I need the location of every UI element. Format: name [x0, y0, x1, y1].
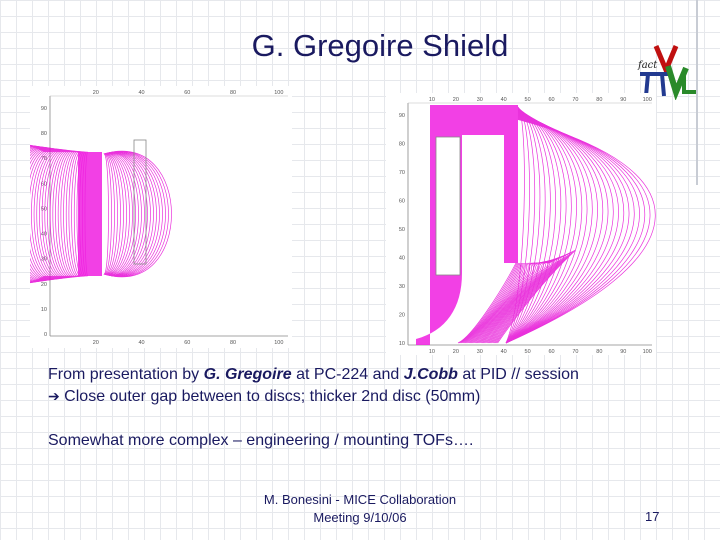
y-tick-label: 10 [399, 341, 405, 347]
x-tick-label-bottom: 60 [548, 349, 554, 355]
caption-suffix: at PID // session [457, 366, 579, 383]
x-tick-label-top: 30 [477, 97, 483, 103]
disc-2-left [133, 139, 147, 265]
x-tick-label-top: 100 [274, 90, 283, 96]
footer-collaboration: M. Bonesini - MICE Collaboration [263, 492, 457, 507]
slide-footer: M. Bonesini - MICE Collaboration Meeting… [250, 491, 470, 527]
disc-1-left [78, 152, 102, 276]
x-tick-label-bottom: 10 [429, 349, 435, 355]
arrow-icon: ➔ [48, 388, 60, 404]
x-tick-label-top: 40 [138, 90, 144, 96]
field-map-left: 20 40 60 80 100 20 40 60 80 100 90 80 70 60 50 40 30 20 10… [30, 86, 292, 348]
caption-author-gregoire: G. Gregoire [203, 366, 292, 383]
y-tick-label: 90 [41, 106, 47, 112]
footer-meeting: Meeting 9/10/06 [313, 510, 407, 525]
y-tick-label: 30 [41, 257, 47, 263]
x-tick-label-bottom: 80 [230, 340, 236, 346]
logo-text: fact [637, 60, 658, 71]
x-tick-label-bottom: 60 [184, 340, 190, 346]
caption-complexity: Somewhat more complex – engineering / mo… [48, 432, 474, 449]
x-tick-label-bottom: 40 [138, 340, 144, 346]
x-tick-label-top: 60 [548, 97, 554, 103]
x-tick-label-top: 80 [596, 97, 602, 103]
caption-conclusion-text: Close outer gap between to discs; thicke… [59, 388, 481, 405]
x-tick-label-top: 20 [453, 97, 459, 103]
y-tick-label: 60 [399, 199, 405, 205]
y-tick-label: 20 [41, 282, 47, 288]
page-number: 17 [645, 509, 660, 524]
y-tick-label: 30 [399, 284, 405, 290]
field-map-right: 10 20 30 40 50 60 70 80 90 100 10 20 30 40 50 60 70 80 90 1… [386, 93, 656, 355]
x-tick-label-bottom: 100 [643, 349, 652, 355]
x-tick-label-top: 70 [572, 97, 578, 103]
y-tick-label: 40 [399, 256, 405, 262]
caption-source: From presentation by G. Gregoire at PC-2… [48, 366, 579, 384]
y-tick-label: 90 [399, 113, 405, 119]
x-tick-label-top: 100 [643, 97, 652, 103]
x-tick-label-top: 90 [620, 97, 626, 103]
y-tick-label: 20 [399, 313, 405, 319]
x-tick-label-bottom: 70 [572, 349, 578, 355]
caption-conclusion: ➔ Close outer gap between to discs; thic… [48, 388, 480, 406]
y-tick-label: 0 [44, 332, 47, 338]
x-tick-label-top: 60 [184, 90, 190, 96]
caption-author-cobb: J.Cobb [403, 366, 458, 383]
y-tick-label: 80 [41, 131, 47, 137]
x-tick-label-bottom: 80 [596, 349, 602, 355]
x-tick-label-bottom: 90 [620, 349, 626, 355]
y-tick-label: 40 [41, 232, 47, 238]
side-divider [696, 0, 698, 185]
caption-prefix: From presentation by [48, 366, 204, 383]
slide-title: G. Gregoire Shield [251, 28, 509, 63]
y-tick-label: 50 [41, 206, 47, 212]
x-tick-label-top: 50 [525, 97, 531, 103]
y-tick-label: 70 [399, 170, 405, 176]
x-tick-label-top: 80 [230, 90, 236, 96]
y-tick-label: 80 [399, 142, 405, 148]
y-tick-label: 70 [41, 156, 47, 162]
caption-mid: at PC-224 and [291, 366, 404, 383]
x-tick-label-bottom: 50 [525, 349, 531, 355]
x-tick-label-top: 40 [501, 97, 507, 103]
disc-inner-right [435, 136, 461, 276]
x-tick-label-bottom: 100 [274, 340, 283, 346]
fact-logo: fact [632, 40, 702, 101]
field-lines-right [457, 106, 656, 344]
x-tick-label-bottom: 20 [93, 340, 99, 346]
x-tick-label-bottom: 30 [477, 349, 483, 355]
y-tick-label: 50 [399, 227, 405, 233]
x-tick-label-top: 10 [429, 97, 435, 103]
x-tick-label-top: 20 [93, 90, 99, 96]
x-tick-label-bottom: 40 [501, 349, 507, 355]
y-tick-label: 10 [41, 307, 47, 313]
x-tick-label-bottom: 20 [453, 349, 459, 355]
